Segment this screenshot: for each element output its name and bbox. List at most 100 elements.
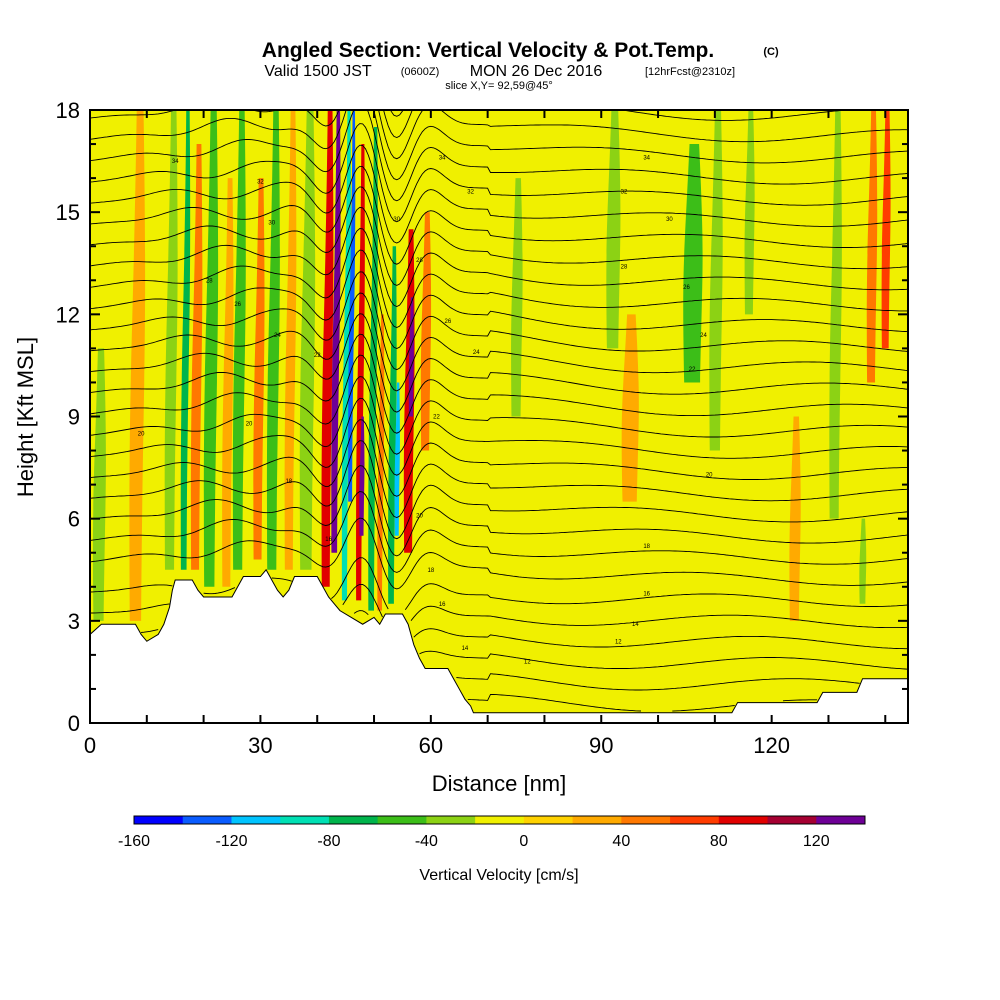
colorbar-swatch [621, 816, 671, 824]
colorbar-swatch [523, 816, 574, 824]
theta-label-26: 26 [683, 285, 690, 291]
theta-label-11: 32 [467, 190, 474, 196]
theta-label-32: 14 [632, 622, 639, 628]
theta-contour-6 [90, 517, 908, 590]
colorbar-swatch [475, 816, 525, 824]
theta-label-27: 24 [700, 333, 707, 339]
theta-contour-12 [90, 376, 908, 476]
theta-contour-27 [90, 110, 908, 160]
velocity-band-27 [621, 314, 639, 502]
y-tick-label: 6 [68, 507, 80, 532]
velocity-band-17 [359, 416, 365, 536]
theta-contour-3 [141, 610, 908, 650]
theta-contour-19 [90, 228, 908, 328]
colorbar-tick-label: 80 [710, 833, 728, 850]
colorbar-swatch [134, 816, 184, 824]
x-tick-label: 120 [753, 733, 790, 758]
colorbar-tick-label: 120 [803, 833, 830, 850]
slice-label: slice X,Y= 92,59@45° [445, 80, 553, 92]
colorbar-swatch [280, 816, 330, 824]
velocity-band-35 [881, 110, 891, 349]
theta-label-29: 20 [706, 472, 713, 478]
terrain-mask [90, 568, 908, 723]
theta-label-10: 34 [439, 156, 446, 162]
y-tick-label: 12 [56, 302, 80, 327]
velocity-band-6 [222, 178, 234, 587]
x-tick-label: 60 [419, 733, 443, 758]
x-tick-label: 0 [84, 733, 96, 758]
colorbar-swatch [816, 816, 866, 824]
chart-title-unit: (C) [763, 46, 779, 58]
valid-date: MON 26 Dec 2016 [470, 63, 603, 80]
colorbar-tick-label: -120 [215, 833, 247, 850]
theta-label-4: 26 [234, 302, 241, 308]
velocity-band-28 [683, 144, 703, 383]
theta-label-16: 22 [433, 415, 440, 421]
velocity-band-16 [356, 144, 365, 601]
colorbar-tick-label: 0 [519, 833, 528, 850]
velocity-band-18 [368, 127, 378, 611]
colorbar-swatch [572, 816, 622, 824]
theta-label-33: 12 [615, 639, 622, 645]
colorbar-tick-label: -80 [317, 833, 340, 850]
theta-label-12: 30 [393, 217, 400, 223]
theta-contour-21 [90, 186, 908, 286]
y-tick-label: 18 [56, 98, 80, 123]
y-tick-label: 9 [68, 405, 80, 430]
theta-contour-20 [90, 206, 908, 307]
velocity-band-30 [744, 110, 755, 315]
velocity-band-14 [341, 110, 351, 601]
theta-label-30: 18 [643, 544, 650, 550]
theta-contour-11 [90, 397, 908, 497]
theta-contour-9 [90, 440, 908, 540]
theta-contour-17 [90, 271, 908, 371]
theta-contour-26 [90, 110, 908, 181]
colorbar [133, 815, 866, 825]
velocity-band-21 [394, 382, 400, 536]
theta-label-9: 16 [325, 537, 332, 543]
theta-label-19: 16 [439, 602, 446, 608]
theta-label-7: 20 [246, 421, 253, 427]
colorbar-swatch [426, 816, 476, 824]
velocity-band-20 [388, 246, 397, 604]
theta-contours [90, 110, 908, 712]
forecast-label: [12hrFcst@2310z] [645, 66, 735, 78]
theta-contour-16 [90, 292, 908, 392]
valid-zulu: (0600Z) [401, 66, 440, 78]
x-axis: 0 30 60 90 120 [84, 110, 887, 758]
velocity-band-8 [253, 178, 265, 560]
colorbar-swatch [231, 816, 281, 824]
theta-contour-8 [90, 465, 908, 557]
theta-label-18: 18 [427, 568, 434, 574]
theta-contour-24 [90, 123, 908, 223]
theta-label-2: 30 [268, 220, 275, 226]
colorbar-label: Vertical Velocity [cm/s] [419, 867, 578, 884]
theta-label-20: 14 [462, 646, 469, 652]
velocity-band-29 [709, 110, 723, 451]
colorbar-swatch [718, 816, 769, 824]
velocity-band-19 [377, 314, 385, 611]
velocity-band-32 [829, 110, 842, 519]
y-tick-label: 15 [56, 200, 80, 225]
theta-label-22: 34 [643, 156, 650, 162]
velocity-band-2 [164, 110, 178, 570]
colorbar-swatch [377, 816, 427, 824]
plot-area: 34 32 30 28 26 24 22 20 18 16 34 32 30 28 26 24 22 20 18 16… [90, 110, 908, 723]
theta-contour-7 [90, 491, 908, 573]
theta-label-23: 32 [621, 190, 628, 196]
colorbar-ticks: -160 -120 -80 -40 0 40 80 120 [118, 833, 830, 850]
theta-label-8: 18 [285, 479, 292, 485]
theta-contour-5 [90, 557, 908, 610]
colorbar-swatch [767, 816, 817, 824]
y-axis-label: Height [Kft MSL] [13, 337, 38, 497]
theta-label-5: 24 [274, 333, 281, 339]
theta-label-25: 28 [621, 265, 628, 271]
theta-label-0: 34 [172, 159, 179, 165]
theta-label-1: 32 [257, 180, 264, 186]
velocity-band-31 [789, 416, 801, 621]
theta-label-13: 28 [416, 258, 423, 264]
velocity-band-3 [180, 110, 191, 570]
x-axis-label: Distance [nm] [432, 771, 567, 796]
colorbar-swatch [328, 816, 379, 824]
